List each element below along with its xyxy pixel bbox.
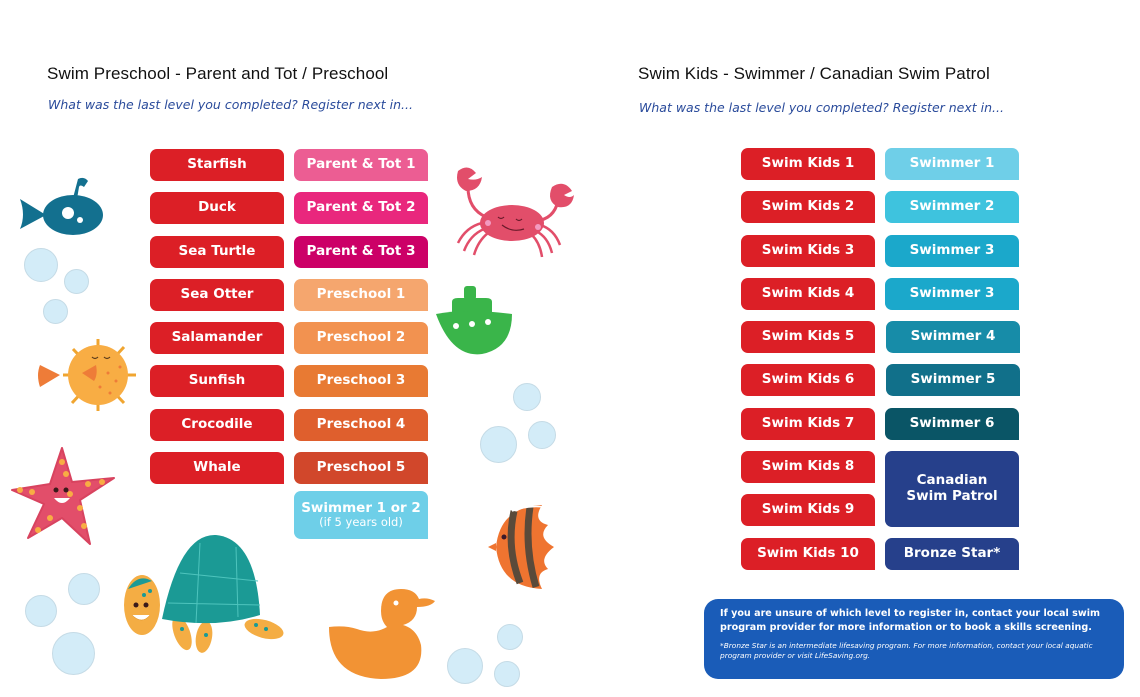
level-bronze-star: Bronze Star* bbox=[885, 538, 1019, 570]
swimkids-subtitle: What was the last level you completed? R… bbox=[639, 100, 1004, 115]
preschool-subtitle: What was the last level you completed? R… bbox=[48, 97, 413, 112]
level-swim-kids-10: Swim Kids 10 bbox=[741, 538, 875, 570]
level-swimmer-6: Swimmer 6 bbox=[885, 408, 1019, 440]
level-parent-tot-2: Parent & Tot 2 bbox=[294, 192, 428, 224]
bubble-icon bbox=[480, 426, 517, 463]
info-box: If you are unsure of which level to regi… bbox=[704, 599, 1124, 679]
swimmer-1-or-2-label: Swimmer 1 or 2 bbox=[301, 499, 421, 516]
level-sea-otter: Sea Otter bbox=[150, 279, 284, 311]
level-preschool-4: Preschool 4 bbox=[294, 409, 428, 441]
level-preschool-5: Preschool 5 bbox=[294, 452, 428, 484]
bubble-icon bbox=[513, 383, 541, 411]
level-swim-kids-6: Swim Kids 6 bbox=[741, 364, 875, 396]
submarine-icon bbox=[20, 177, 103, 235]
level-swimmer-1: Swimmer 1 bbox=[885, 148, 1019, 180]
level-swimmer-2: Swimmer 2 bbox=[885, 191, 1019, 223]
level-crocodile: Crocodile bbox=[150, 409, 284, 441]
level-parent-tot-1: Parent & Tot 1 bbox=[294, 149, 428, 181]
preschool-title: Swim Preschool - Parent and Tot / Presch… bbox=[47, 64, 389, 83]
level-preschool-3: Preschool 3 bbox=[294, 365, 428, 397]
level-swimmer-4: Swimmer 4 bbox=[886, 321, 1020, 353]
rubber-duck-icon bbox=[329, 589, 435, 679]
level-swim-kids-9: Swim Kids 9 bbox=[741, 494, 875, 526]
starfish-icon bbox=[11, 447, 115, 545]
level-swim-kids-2: Swim Kids 2 bbox=[741, 191, 875, 223]
boat-icon bbox=[436, 286, 512, 355]
level-sea-turtle: Sea Turtle bbox=[150, 236, 284, 268]
crab-icon bbox=[456, 167, 574, 258]
bubble-icon bbox=[52, 632, 95, 675]
level-sunfish: Sunfish bbox=[150, 365, 284, 397]
bubble-icon bbox=[64, 269, 89, 294]
level-swimmer-3b: Swimmer 3 bbox=[885, 278, 1019, 310]
level-salamander: Salamander bbox=[150, 322, 284, 354]
level-parent-tot-3: Parent & Tot 3 bbox=[294, 236, 428, 268]
level-swim-kids-5: Swim Kids 5 bbox=[741, 321, 875, 353]
level-whale: Whale bbox=[150, 452, 284, 484]
swimkids-title: Swim Kids - Swimmer / Canadian Swim Patr… bbox=[638, 64, 990, 83]
level-starfish: Starfish bbox=[150, 149, 284, 181]
level-swim-kids-8: Swim Kids 8 bbox=[741, 451, 875, 483]
bubble-icon bbox=[25, 595, 57, 627]
level-duck: Duck bbox=[150, 192, 284, 224]
info-footnote: *Bronze Star is an intermediate lifesavi… bbox=[720, 640, 1093, 661]
bubble-icon bbox=[447, 648, 483, 684]
level-swim-kids-7: Swim Kids 7 bbox=[741, 408, 875, 440]
bubble-icon bbox=[68, 573, 100, 605]
turtle-icon bbox=[124, 534, 284, 653]
info-main-text: If you are unsure of which level to regi… bbox=[720, 608, 1100, 633]
bubble-icon bbox=[24, 248, 58, 282]
level-swim-kids-4: Swim Kids 4 bbox=[741, 278, 875, 310]
bubble-icon bbox=[528, 421, 556, 449]
level-swim-kids-1: Swim Kids 1 bbox=[741, 148, 875, 180]
angelfish-icon bbox=[488, 505, 554, 589]
level-preschool-1: Preschool 1 bbox=[294, 279, 428, 311]
bubble-icon bbox=[497, 624, 523, 650]
level-swimmer-3: Swimmer 3 bbox=[885, 235, 1019, 267]
bubble-icon bbox=[494, 661, 520, 687]
level-canadian-swim-patrol: Canadian Swim Patrol bbox=[885, 451, 1019, 527]
level-swimmer-1-or-2: Swimmer 1 or 2 (if 5 years old) bbox=[294, 491, 428, 539]
bubble-icon bbox=[43, 299, 68, 324]
level-preschool-2: Preschool 2 bbox=[294, 322, 428, 354]
level-swim-kids-3: Swim Kids 3 bbox=[741, 235, 875, 267]
swimmer-1-or-2-note: (if 5 years old) bbox=[319, 515, 403, 530]
level-swimmer-5: Swimmer 5 bbox=[886, 364, 1020, 396]
pufferfish-icon bbox=[38, 339, 136, 411]
